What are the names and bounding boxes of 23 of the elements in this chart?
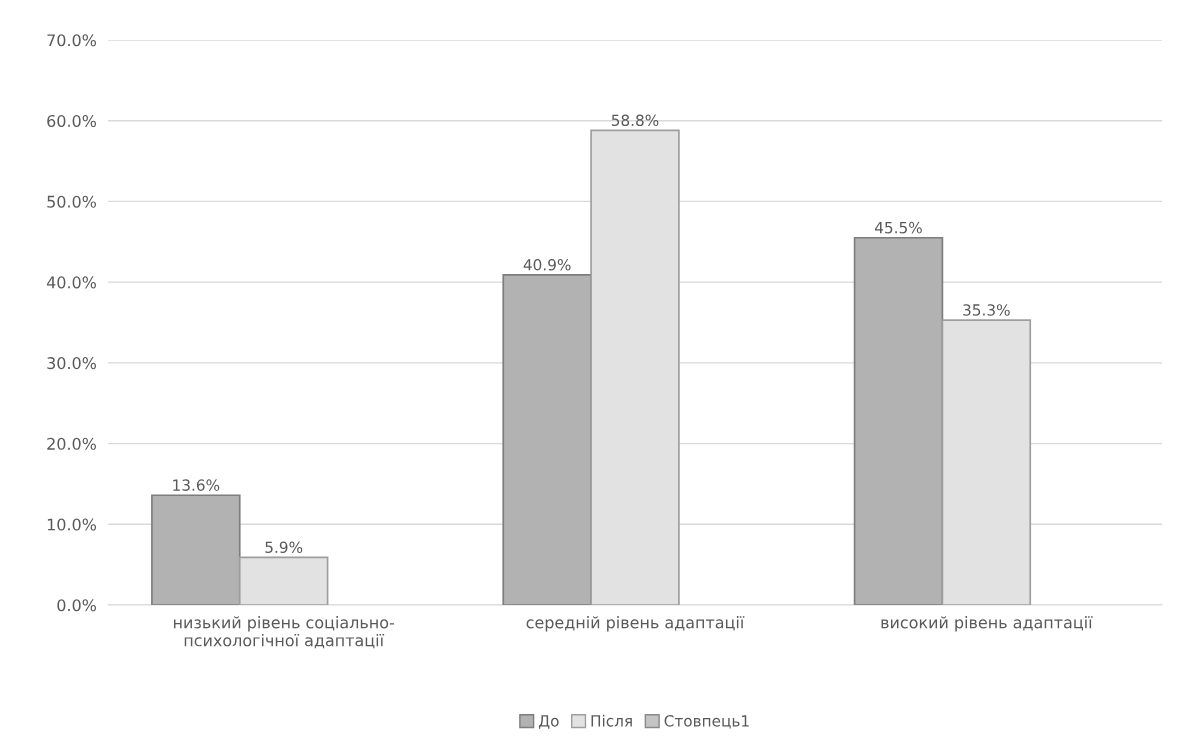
y-tick-label: 70.0% [47,34,97,47]
legend-label: Стовпець1 [664,715,749,729]
data-label: 5.9% [265,541,303,554]
bar [151,494,241,605]
x-tick-label: низький рівень соціально- психологічної адаптації [174,616,394,649]
bar [853,236,944,605]
bar [502,274,592,605]
y-tick-label: 20.0% [47,437,97,450]
legend-label: До [538,715,559,729]
legend-label: Після [591,714,632,727]
y-tick-label: 10.0% [47,518,97,531]
y-tick-label: 0.0% [57,599,97,612]
y-tick-label: 30.0% [47,357,97,370]
x-tick-label: високий рівень адаптації [881,616,1093,632]
y-tick-label: 40.0% [46,276,97,289]
data-label: 45.5% [874,221,922,234]
data-label: 35.3% [963,304,1010,316]
data-label: 58.8% [611,114,659,127]
y-tick-label: 50.0% [47,195,97,208]
x-tick-label: середній рівень адаптації [526,616,745,632]
data-label: 40.9% [523,258,571,271]
y-tick-label: 60.0% [47,114,97,128]
data-label: 13.6% [173,479,220,491]
